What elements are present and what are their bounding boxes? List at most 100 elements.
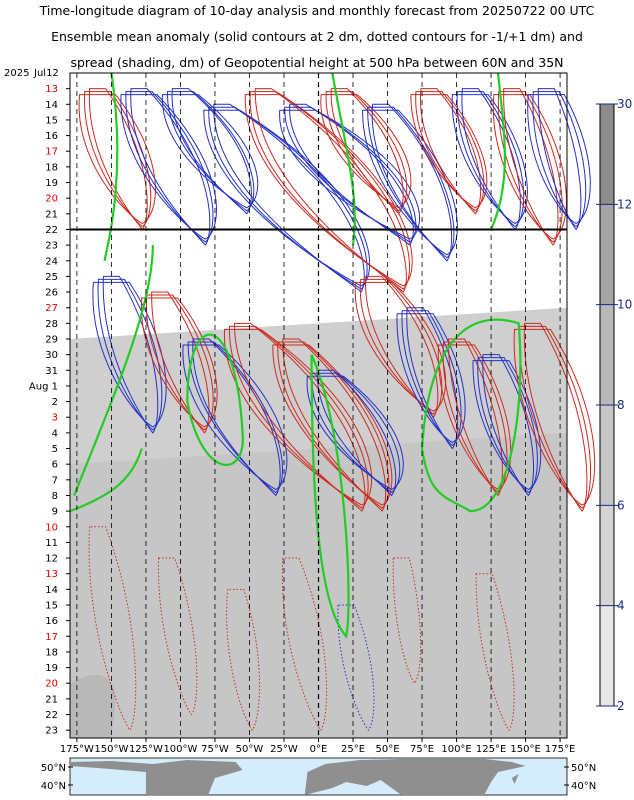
positive-anomaly-contour	[359, 278, 443, 415]
negative-anomaly-contour	[532, 91, 587, 228]
negative-anomaly-contour	[279, 109, 420, 240]
positive-anomaly-contour	[151, 291, 210, 434]
map-lat-label-right: 40°N	[571, 781, 596, 792]
positive-anomaly-contour	[448, 338, 503, 497]
negative-anomaly-contour	[187, 341, 283, 494]
negative-anomaly-contour	[130, 88, 211, 246]
x-axis-tick-label: 175°W	[60, 744, 94, 755]
x-axis-tick-label: 50°W	[236, 744, 264, 755]
negative-anomaly-contour	[125, 91, 214, 243]
y-axis-tick-label: 20	[45, 679, 58, 690]
negative-anomaly-contour	[208, 106, 368, 290]
chart-title-line-3: spread (shading, dm) of Geopotential hei…	[70, 55, 564, 70]
y-axis-tick-label: 31	[45, 366, 58, 377]
x-axis-tick-label: 25°W	[270, 744, 298, 755]
negative-anomaly-contour	[527, 94, 591, 225]
spread-shading-dark-corner	[70, 674, 115, 738]
y-axis-tick-label: 16	[45, 616, 58, 627]
positive-anomaly-contour	[282, 338, 387, 512]
colorbar-segment	[600, 204, 614, 305]
positive-anomaly-contour	[325, 91, 408, 212]
positive-anomaly-contour	[281, 557, 328, 731]
negative-anomaly-contour	[451, 94, 528, 225]
negative-anomaly-contour	[102, 275, 159, 434]
y-axis-tick-label: 19	[45, 663, 58, 674]
negative-anomaly-contour	[161, 94, 259, 209]
negative-anomaly-contour	[182, 344, 288, 491]
map-lat-label-left: 40°N	[41, 781, 66, 792]
x-axis-tick-label: 125°W	[129, 744, 163, 755]
map-lat-label-left: 50°N	[41, 763, 66, 774]
zero-contour	[420, 318, 522, 513]
y-axis-tick-label: 11	[45, 538, 58, 549]
positive-anomaly-contour	[244, 94, 413, 287]
zero-contour	[310, 354, 350, 639]
zero-contour	[103, 72, 119, 262]
negative-anomaly-contour	[120, 94, 217, 240]
negative-anomaly-contour	[203, 109, 371, 287]
positive-anomaly-contour	[415, 91, 485, 212]
colorbar-segment	[600, 605, 614, 706]
positive-anomaly-contour	[410, 94, 488, 209]
positive-anomaly-contour	[277, 341, 390, 509]
x-axis-tick-label: 75°W	[201, 744, 229, 755]
y-axis-tick-label: 5	[52, 444, 58, 455]
zero-contour	[331, 72, 356, 246]
y-axis-tick-label: 14	[45, 585, 58, 596]
map-lat-label-right: 50°N	[571, 763, 596, 774]
negative-anomaly-contour	[97, 278, 163, 431]
positive-anomaly-contour	[88, 526, 137, 731]
negative-anomaly-contour	[537, 88, 582, 231]
y-axis-tick-label: 20	[45, 194, 58, 205]
anomaly-contours	[69, 72, 596, 731]
y-axis-tick-label: 22	[45, 225, 58, 236]
y-axis-tick-label: 26	[45, 288, 58, 299]
y-axis-tick-label: 14	[45, 100, 58, 111]
y-axis-tick-label: 24	[45, 256, 58, 267]
colorbar-segment	[600, 405, 614, 506]
negative-anomaly-contour	[396, 313, 466, 444]
negative-anomaly-contour	[171, 88, 252, 215]
y-axis-tick-label: 23	[45, 726, 58, 737]
y-axis-tick-label: 8	[52, 491, 58, 502]
negative-anomaly-contour	[456, 91, 525, 228]
x-axis-tick-label: 100°E	[441, 744, 471, 755]
y-axis-tick-label: 16	[45, 131, 58, 142]
zero-contour	[186, 333, 244, 466]
colorbar-tick-label: 2	[617, 699, 625, 713]
zero-contour	[490, 72, 506, 230]
y-axis-start-label: Jul12	[33, 68, 59, 79]
x-axis-tick-label: 125°E	[476, 744, 506, 755]
negative-anomaly-contour	[213, 103, 365, 293]
x-axis-tick-label: 25°E	[341, 744, 365, 755]
y-axis-tick-label: 10	[45, 522, 58, 533]
y-axis-tick-label: 7	[52, 475, 58, 486]
positive-anomaly-contour	[141, 297, 218, 428]
chart-title-line-2: Ensemble mean anomaly (solid contours at…	[51, 29, 583, 44]
positive-anomaly-contour	[442, 341, 508, 494]
colorbar-tick-label: 10	[617, 298, 632, 312]
positive-anomaly-contour	[272, 344, 393, 506]
y-axis-tick-label: 23	[45, 241, 58, 252]
positive-anomaly-contour	[224, 328, 372, 506]
positive-anomaly-contour	[475, 573, 515, 731]
negative-anomaly-contour	[289, 103, 414, 246]
x-axis-tick-label: 150°E	[510, 744, 540, 755]
map-landmass	[304, 759, 526, 795]
grid-lines	[76, 73, 561, 738]
y-axis-tick-label: 12	[45, 554, 58, 565]
positive-anomaly-contour	[249, 91, 410, 290]
y-axis-tick-label: 17	[45, 147, 58, 158]
y-axis-tick-label: Aug 1	[29, 381, 58, 392]
y-axis-tick-label: 27	[45, 303, 58, 314]
negative-anomaly-contour	[166, 91, 255, 212]
negative-anomaly-contour	[401, 310, 462, 447]
positive-anomaly-contour	[234, 322, 366, 512]
colorbar-segment	[600, 304, 614, 405]
positive-anomaly-contour	[354, 281, 447, 412]
zero-contour	[69, 448, 143, 513]
y-axis-tick-label: 25	[45, 272, 58, 283]
negative-anomaly-contour	[284, 106, 417, 243]
negative-anomaly-contour	[406, 307, 459, 450]
